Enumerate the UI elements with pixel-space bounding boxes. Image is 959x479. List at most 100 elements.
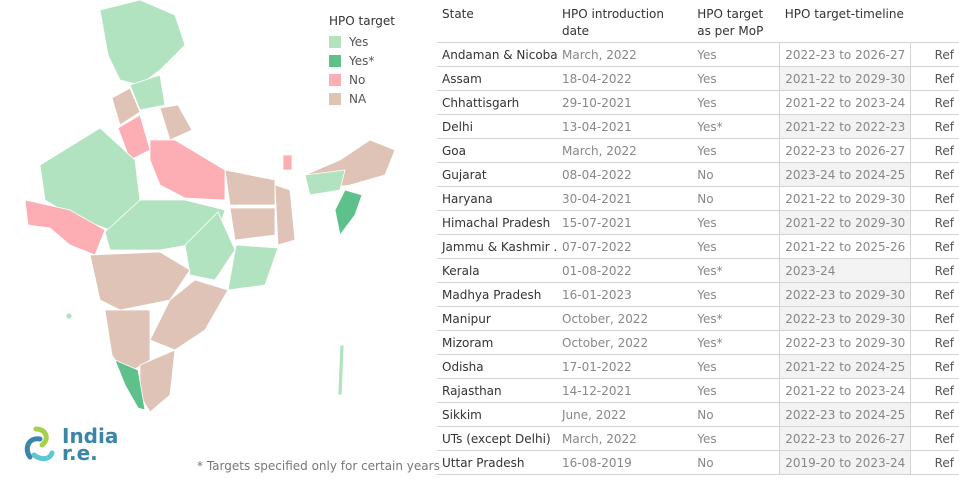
legend-swatch <box>329 73 341 86</box>
state-cell: Kerala <box>437 258 557 283</box>
mop-cell: Yes* <box>692 258 780 283</box>
region-jammu-kashmir <box>99 0 186 86</box>
ref-link[interactable]: Ref <box>910 186 959 211</box>
state-cell: Andaman & Nicobar <box>437 42 557 67</box>
region-sikkim <box>282 154 293 171</box>
timeline-cell: 2022-23 to 2029-30 <box>779 330 912 355</box>
timeline-cell: 2021-22 to 2025-26 <box>779 234 912 259</box>
state-cell: Delhi <box>437 114 557 139</box>
date-cell: 08-04-2022 <box>557 162 693 187</box>
timeline-cell: 2021-22 to 2023-24 <box>779 90 912 115</box>
ref-link[interactable]: Ref <box>910 138 959 163</box>
ref-link[interactable]: Ref <box>910 210 959 235</box>
date-cell: March, 2022 <box>557 426 693 451</box>
state-cell: Himachal Pradesh <box>437 210 557 235</box>
legend-swatch <box>329 35 341 48</box>
header-date: HPO introduction date <box>562 7 664 38</box>
header-state: State <box>442 7 474 21</box>
ref-link[interactable]: Ref <box>910 378 959 403</box>
header-timeline: HPO target-timeline <box>784 7 904 21</box>
ref-link[interactable]: Ref <box>910 162 959 187</box>
date-cell: 07-07-2022 <box>557 234 693 259</box>
ref-link[interactable]: Ref <box>910 90 959 115</box>
mop-cell: Yes <box>692 234 780 259</box>
date-cell: October, 2022 <box>557 306 693 331</box>
mop-cell: No <box>692 186 780 211</box>
region-andaman <box>337 344 345 396</box>
region-punjab <box>111 87 141 126</box>
mop-cell: Yes* <box>692 330 780 355</box>
legend-item-yes[interactable]: Yes <box>329 32 395 51</box>
mop-cell: Yes <box>692 210 780 235</box>
region-uttar-pradesh <box>149 139 226 201</box>
legend-label: Yes <box>349 34 369 49</box>
ref-link[interactable]: Ref <box>910 258 959 283</box>
table-row: Sikkim June, 2022 No 2022-23 to 2024-25 Ref <box>437 402 959 427</box>
mop-cell: Yes <box>692 138 780 163</box>
legend-label: Yes* <box>349 53 375 68</box>
region-kerala <box>114 359 146 411</box>
logo-line1: India <box>62 424 119 448</box>
ref-link[interactable]: Ref <box>910 426 959 451</box>
timeline-cell: 2021-22 to 2029-30 <box>779 66 912 91</box>
ref-link[interactable]: Ref <box>910 450 959 475</box>
timeline-cell: 2022-23 to 2024-25 <box>779 402 912 427</box>
header-ref <box>911 0 959 43</box>
legend-item-no[interactable]: No <box>329 70 395 89</box>
ref-link[interactable]: Ref <box>910 42 959 67</box>
legend-swatch <box>329 92 341 105</box>
ref-link[interactable]: Ref <box>910 402 959 427</box>
date-cell: 17-01-2022 <box>557 354 693 379</box>
table-row: Uttar Pradesh 16-08-2019 No 2019-20 to 2023… <box>437 450 959 475</box>
header-mop: HPO target as per MoP <box>697 7 764 38</box>
region-lakshadweep <box>65 312 73 320</box>
ref-link[interactable]: Ref <box>910 282 959 307</box>
region-assam <box>304 169 346 196</box>
date-cell: 30-04-2021 <box>557 186 693 211</box>
timeline-cell: 2021-22 to 2023-24 <box>779 378 912 403</box>
region-odisha <box>227 244 279 291</box>
table-row: Gujarat 08-04-2022 No 2023-24 to 2024-25 Ref <box>437 162 959 187</box>
table-row: Haryana 30-04-2021 No 2021-22 to 2029-30 Ref <box>437 186 959 211</box>
state-cell: Rajasthan <box>437 378 557 403</box>
mop-cell: Yes <box>692 354 780 379</box>
table-row: UTs (except Delhi) March, 2022 Yes 2022-23 … <box>437 426 959 451</box>
mop-cell: Yes <box>692 66 780 91</box>
date-cell: 13-04-2021 <box>557 114 693 139</box>
ref-link[interactable]: Ref <box>910 66 959 91</box>
state-cell: Uttar Pradesh <box>437 450 557 475</box>
state-cell: UTs (except Delhi) <box>437 426 557 451</box>
legend-item-yes-star[interactable]: Yes* <box>329 51 395 70</box>
timeline-cell: 2022-23 to 2026-27 <box>779 138 912 163</box>
ref-link[interactable]: Ref <box>910 234 959 259</box>
date-cell: 18-04-2022 <box>557 66 693 91</box>
table-row: Delhi 13-04-2021 Yes* 2021-22 to 2022-23 Ref <box>437 114 959 139</box>
date-cell: 15-07-2021 <box>557 210 693 235</box>
mop-cell: Yes <box>692 90 780 115</box>
india-re-logo: India r.e. <box>22 425 118 465</box>
table-row: Goa March, 2022 Yes 2022-23 to 2026-27 Ref <box>437 138 959 163</box>
timeline-cell: 2021-22 to 2029-30 <box>779 186 912 211</box>
date-cell: October, 2022 <box>557 330 693 355</box>
mop-cell: No <box>692 162 780 187</box>
timeline-cell: 2019-20 to 2023-24 <box>779 450 912 475</box>
state-cell: Chhattisgarh <box>437 90 557 115</box>
footnote: * Targets specified only for certain yea… <box>197 459 440 473</box>
timeline-cell: 2023-24 <box>779 258 912 283</box>
region-himachal <box>129 74 166 111</box>
state-cell: Gujarat <box>437 162 557 187</box>
ref-link[interactable]: Ref <box>910 114 959 139</box>
date-cell: 16-08-2019 <box>557 450 693 475</box>
ref-link[interactable]: Ref <box>910 330 959 355</box>
ref-link[interactable]: Ref <box>910 354 959 379</box>
timeline-cell: 2022-23 to 2026-27 <box>779 426 912 451</box>
legend-item-na[interactable]: NA <box>329 89 395 108</box>
table-row: Manipur October, 2022 Yes* 2022-23 to 2029-… <box>437 306 959 331</box>
logo-mark-icon <box>24 426 55 462</box>
ref-link[interactable]: Ref <box>910 306 959 331</box>
mop-cell: No <box>692 402 780 427</box>
logo-line2: r.e. <box>62 441 98 465</box>
state-cell: Mizoram <box>437 330 557 355</box>
table-row: Himachal Pradesh 15-07-2021 Yes 2021-22 to … <box>437 210 959 235</box>
state-cell: Assam <box>437 66 557 91</box>
